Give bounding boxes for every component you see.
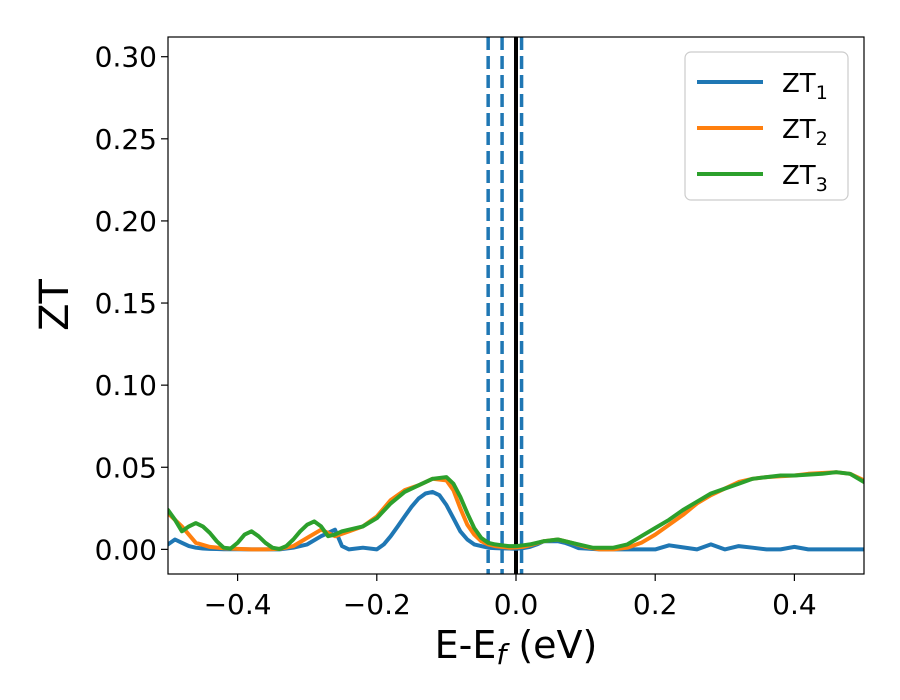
x-tick-label: 0.0 bbox=[494, 588, 539, 621]
y-axis-ticks: 0.00 0.05 0.10 0.15 0.20 0.25 0.30 bbox=[95, 41, 168, 566]
x-axis-label-unit: (eV) bbox=[506, 623, 597, 667]
y-axis-label: ZT bbox=[32, 279, 78, 331]
y-tick-label: 0.05 bbox=[95, 451, 157, 484]
x-tick-label: 0.2 bbox=[633, 588, 678, 621]
series-line-zt3 bbox=[168, 470, 864, 551]
y-tick-label: 0.25 bbox=[95, 123, 157, 156]
x-axis-ticks: −0.4 −0.2 0.0 0.2 0.4 bbox=[204, 574, 817, 621]
y-tick-label: 0.30 bbox=[95, 41, 157, 74]
x-axis-label-main: E-E bbox=[435, 623, 497, 667]
legend-label-zt3: ZT3 bbox=[782, 161, 828, 196]
series-layer bbox=[168, 470, 864, 552]
legend-label-zt1: ZT1 bbox=[782, 69, 828, 104]
y-tick-label: 0.00 bbox=[95, 533, 157, 566]
legend-box bbox=[684, 51, 849, 201]
y-tick-label: 0.10 bbox=[95, 369, 157, 402]
legend-label-zt2: ZT2 bbox=[782, 115, 828, 150]
reference-lines bbox=[486, 37, 524, 574]
legend: ZT1 ZT2 ZT3 bbox=[684, 51, 849, 201]
y-tick-label: 0.15 bbox=[95, 287, 157, 320]
x-axis-label: E-Ef (eV) bbox=[435, 623, 598, 671]
x-tick-label: −0.4 bbox=[204, 588, 272, 621]
x-tick-label: 0.4 bbox=[772, 588, 817, 621]
y-tick-label: 0.20 bbox=[95, 205, 157, 238]
x-tick-label: −0.2 bbox=[343, 588, 411, 621]
